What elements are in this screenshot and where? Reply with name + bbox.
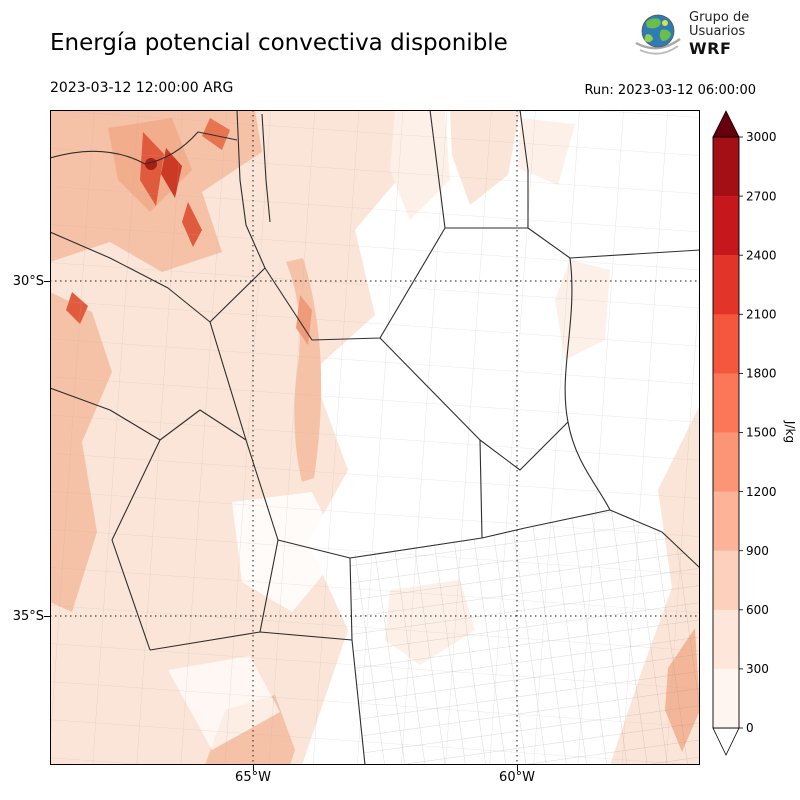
lon-tick-label-60w: 60°W	[499, 770, 535, 785]
colorbar-segment	[713, 137, 739, 197]
colorbar-segment	[713, 491, 739, 551]
logo-text-line1: Grupo de	[689, 9, 750, 25]
colorbar-segment	[713, 314, 739, 374]
colorbar-tickmarks	[739, 136, 743, 729]
colorbar-tick-label: 1500	[746, 426, 777, 440]
colorbar-segment	[713, 255, 739, 315]
lat-tick-label-35s: 35°S	[12, 609, 44, 624]
colorbar-segments	[713, 137, 739, 728]
colorbar-segment	[713, 609, 739, 670]
lon-tick-label-65w: 65°W	[235, 770, 271, 785]
colorbar-segment	[713, 668, 739, 728]
colorbar: 3000 2700 2400 2100 1800 1500 1200 900 6…	[712, 110, 797, 756]
lon-tickmark-65w	[253, 765, 254, 771]
lat-tickmark-30s	[44, 281, 50, 282]
cape-map	[50, 110, 700, 765]
colorbar-tick-label: 600	[746, 603, 769, 617]
colorbar-tick-label: 0	[746, 721, 754, 735]
province-borders-layer	[50, 110, 700, 765]
gridlines-layer	[50, 110, 700, 765]
colorbar-segment	[713, 196, 739, 256]
colorbar-segment	[713, 432, 739, 492]
colorbar-unit-label: J/kg	[783, 420, 797, 443]
colorbar-under-arrow	[712, 727, 740, 756]
colorbar-tick-label: 3000	[746, 130, 777, 144]
globe-icon	[635, 14, 681, 55]
page-title: Energía potencial convectiva disponible	[50, 30, 508, 56]
logo-text-wrf: WRF	[689, 38, 732, 58]
lat-tickmark-35s	[44, 616, 50, 617]
logo-text-line2: Usuarios	[689, 24, 746, 40]
lat-tick-label-30s: 30°S	[12, 274, 44, 289]
valid-time-label: 2023-03-12 12:00:00 ARG	[50, 80, 234, 96]
colorbar-over-arrow	[712, 110, 740, 138]
colorbar-tick-label: 1800	[746, 367, 777, 381]
colorbar-tick-label: 300	[746, 662, 769, 676]
map-frame	[50, 110, 700, 765]
colorbar-tick-label: 2100	[746, 308, 777, 322]
colorbar-tick-label: 900	[746, 544, 769, 558]
run-time-label: Run: 2023-03-12 06:00:00	[584, 83, 756, 98]
colorbar-tick-label: 2400	[746, 248, 777, 262]
colorbar-tick-label: 2700	[746, 189, 777, 203]
colorbar-segment	[713, 550, 739, 610]
colorbar-tick-labels: 3000 2700 2400 2100 1800 1500 1200 900 6…	[746, 130, 777, 735]
colorbar-segment	[713, 373, 739, 433]
lon-tickmark-60w	[517, 765, 518, 771]
colorbar-tick-label: 1200	[746, 485, 777, 499]
county-boundaries-layer	[350, 510, 700, 765]
logo-text: Grupo de Usuarios WRF	[689, 9, 750, 58]
wrf-logo: Grupo de Usuarios WRF	[634, 10, 749, 58]
